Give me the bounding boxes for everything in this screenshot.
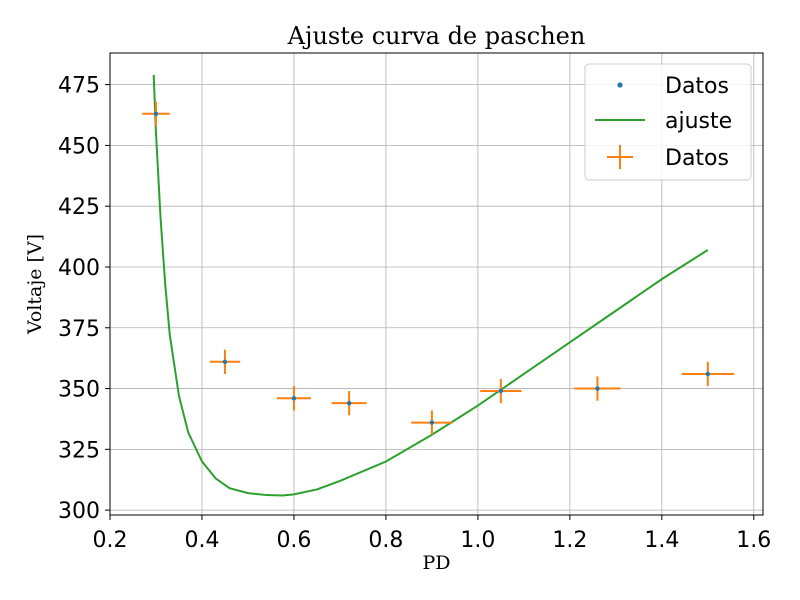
x-tick-label: 0.4 (184, 528, 219, 553)
x-tick-label: 1.2 (552, 528, 587, 553)
x-axis-label: PD (422, 552, 450, 574)
y-axis-label: Voltaje [V] (24, 234, 46, 335)
y-tick-label: 425 (58, 195, 100, 220)
data-point (291, 396, 297, 401)
legend-box (584, 63, 752, 181)
y-tick-label: 350 (58, 378, 100, 403)
x-tick-label: 1.6 (736, 528, 771, 553)
ajuste-fit-line (152, 74, 709, 497)
data-point (153, 111, 159, 116)
y-tick-label: 400 (58, 256, 100, 281)
x-tick-label: 1.0 (460, 528, 495, 553)
x-tick-label: 0.6 (276, 528, 311, 553)
legend-marker-datos-points (617, 82, 623, 88)
data-point (222, 359, 228, 365)
x-tick-label: 1.4 (644, 528, 679, 553)
y-tick-label: 300 (58, 499, 100, 524)
y-tick-label: 450 (58, 134, 100, 159)
legend-label-datos-errorbar: Datos (665, 146, 729, 171)
grid (109, 53, 763, 515)
data-point (498, 388, 504, 394)
x-tick-label: 0.2 (93, 528, 128, 553)
data-point (429, 420, 435, 425)
y-tick-label: 375 (58, 317, 100, 342)
axes-frame (109, 52, 764, 516)
data-point (705, 371, 711, 377)
y-tick-label: 475 (58, 74, 100, 99)
legend-label-datos-points: Datos (665, 74, 729, 99)
chart-title: Ajuste curva de paschen (287, 22, 586, 50)
plot-area (142, 74, 735, 497)
axis-ticks: 0.2 0.4 0.6 0.8 1.0 1.2 1.4 1.6 300 325 350 375 400 4… (58, 74, 771, 553)
x-tick-label: 0.8 (368, 528, 403, 553)
data-point (595, 386, 600, 391)
data-point (346, 400, 352, 406)
legend: Datos ajuste Datos (584, 63, 752, 181)
legend-label-ajuste: ajuste (665, 109, 732, 134)
y-tick-label: 325 (58, 438, 100, 463)
